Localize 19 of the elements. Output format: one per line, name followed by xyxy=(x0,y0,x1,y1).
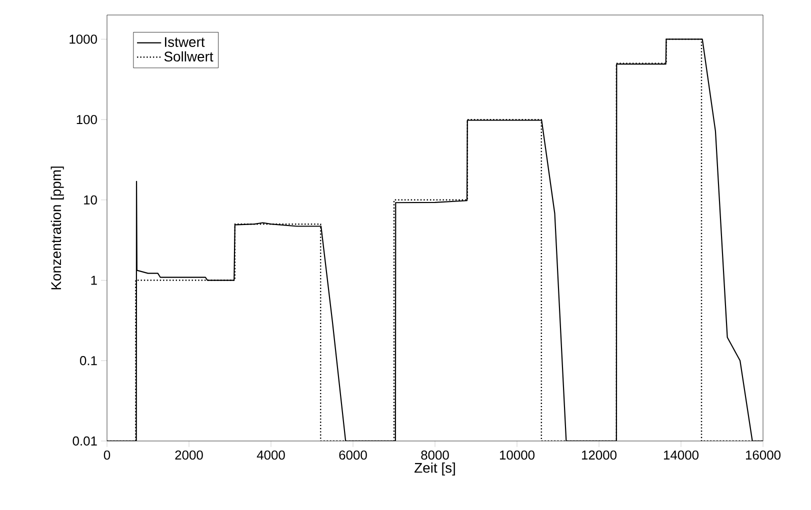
y-tick-label: 100 xyxy=(76,114,97,124)
x-tick-label: 12000 xyxy=(582,450,617,460)
y-tick-label: 1 xyxy=(91,276,97,285)
y-tick-label: 0.1 xyxy=(80,356,97,366)
legend-label: Istwert xyxy=(165,37,205,47)
x-tick-label: 4000 xyxy=(256,450,285,460)
x-tick-label: 2000 xyxy=(175,450,203,460)
y-axis-title: Konzentration [ppm] xyxy=(50,166,64,290)
y-tick-label: 0.01 xyxy=(72,436,97,446)
y-tick-label: 10 xyxy=(84,195,97,204)
x-axis-title: Zeit [s] xyxy=(414,462,455,476)
legend-label: Sollwert xyxy=(164,51,214,62)
x-tick-label: 10000 xyxy=(500,450,535,460)
y-tick-label: 1000 xyxy=(70,34,97,44)
x-tick-label: 6000 xyxy=(339,450,367,460)
x-tick-label: 14000 xyxy=(664,450,699,460)
x-tick-label: 16000 xyxy=(746,450,781,460)
x-tick-label: 8000 xyxy=(421,450,449,460)
x-tick-label: 0 xyxy=(104,450,110,460)
